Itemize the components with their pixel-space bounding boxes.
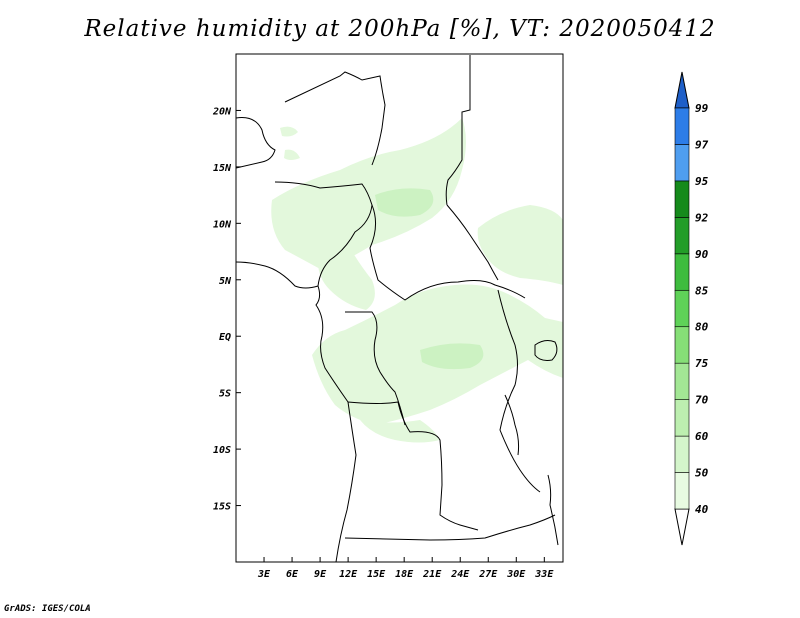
colorbar-segment xyxy=(674,180,690,218)
border-congo-drc xyxy=(345,311,406,426)
lat-tick-label: 20N xyxy=(212,106,232,117)
lake-tanganyika xyxy=(504,394,520,456)
colorbar-segment xyxy=(674,217,690,255)
map-title: Relative humidity at 200hPa [%], VT: 202… xyxy=(84,16,716,42)
map-frame xyxy=(235,53,564,563)
lat-tick-label: 15S xyxy=(213,502,231,513)
colorbar-label: 50 xyxy=(695,467,709,480)
lon-tick-label: 27E xyxy=(478,569,498,580)
longitude-ticks: 3E 6E 9E 12E 15E 18E 21E 24E 27E 30E 33E xyxy=(257,557,554,580)
shade-angola xyxy=(360,420,440,443)
colorbar-top-arrow xyxy=(674,71,690,109)
border-sahara-1 xyxy=(235,117,276,169)
shade-north-strip xyxy=(284,149,300,160)
colorbar-label: 95 xyxy=(695,175,709,188)
lon-tick-label: 6E xyxy=(286,569,299,580)
colorbar-bottom-arrow xyxy=(674,508,690,546)
lon-tick-label: 30E xyxy=(506,569,526,580)
lat-tick-label: 10N xyxy=(213,219,232,230)
colorbar-label: 40 xyxy=(695,503,709,516)
lon-tick-label: 9E xyxy=(314,569,327,580)
colorbar-label: 80 xyxy=(695,321,709,334)
grads-credit: GrADS: IGES/COLA xyxy=(4,604,91,614)
lon-tick-label: 15E xyxy=(367,569,386,580)
lon-tick-label: 3E xyxy=(257,569,271,580)
colorbar-label: 70 xyxy=(695,394,709,407)
colorbar-segment xyxy=(674,472,690,510)
lon-tick-label: 24E xyxy=(450,569,470,580)
border-drc-east xyxy=(497,289,541,493)
latitude-ticks: 20N 15N 10N 5N EQ 5S 10S 15S xyxy=(212,106,241,513)
lake-victoria xyxy=(534,340,558,361)
colorbar-segment xyxy=(674,289,690,328)
lat-tick-label: 10S xyxy=(213,445,231,456)
colorbar-segment xyxy=(674,435,690,473)
lat-tick-label: 15N xyxy=(213,163,232,174)
colorbar-label: 92 xyxy=(695,211,709,224)
border-angola xyxy=(347,401,479,531)
lon-tick-label: 18E xyxy=(395,569,414,580)
colorbar-label: 97 xyxy=(695,138,709,151)
colorbar-label: 90 xyxy=(695,248,709,261)
colorbar-label: 60 xyxy=(695,430,709,443)
colorbar-segment xyxy=(674,107,690,145)
colorbar-segment xyxy=(674,144,690,182)
shade-east-sudan xyxy=(477,205,563,285)
shade-core-2 xyxy=(420,343,484,370)
colorbar-segment xyxy=(674,253,690,291)
lon-tick-label: 12E xyxy=(339,569,358,580)
border-egypt xyxy=(445,55,471,206)
colorbar-segment xyxy=(674,362,690,400)
lat-tick-label: EQ xyxy=(219,332,231,343)
shade-core-1 xyxy=(375,188,434,217)
colorbar-segment xyxy=(674,399,690,437)
colorbar-label: 99 xyxy=(695,102,709,115)
lat-tick-label: 5N xyxy=(219,276,232,287)
coastline-east xyxy=(547,474,559,546)
coastline-west xyxy=(235,261,357,563)
lon-tick-label: 33E xyxy=(534,569,554,580)
shade-sahel-west xyxy=(271,118,466,270)
colorbar-segment xyxy=(674,326,690,364)
colorbar-label: 85 xyxy=(695,284,709,297)
border-car xyxy=(369,204,526,301)
humidity-shading xyxy=(271,118,563,443)
colorbar: 40 50 60 70 75 80 85 90 92 95 97 99 xyxy=(674,71,709,546)
lon-tick-label: 21E xyxy=(422,569,442,580)
border-sudan xyxy=(446,204,499,281)
border-libya xyxy=(284,71,386,166)
lat-tick-label: 5S xyxy=(219,389,231,400)
shade-gulf-guinea xyxy=(318,248,375,310)
border-south xyxy=(344,514,556,541)
shade-sahara xyxy=(280,126,298,137)
colorbar-label: 75 xyxy=(695,357,709,370)
country-borders xyxy=(235,55,559,563)
